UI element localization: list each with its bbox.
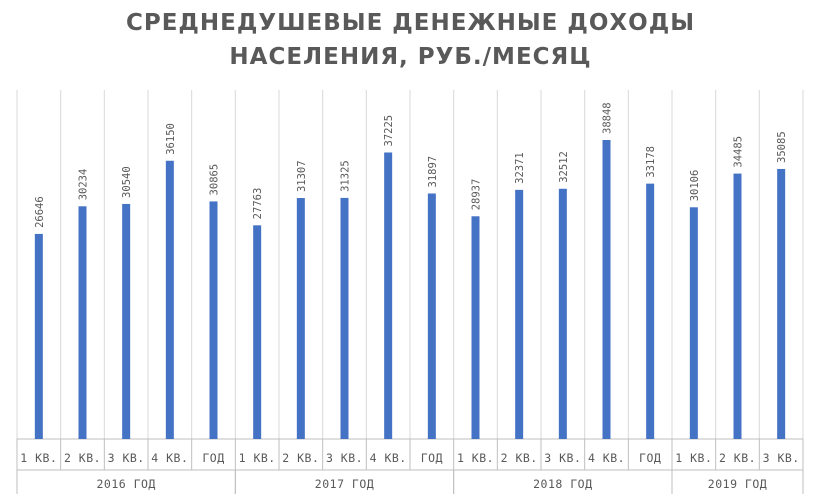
data-label: 32512 <box>558 151 570 183</box>
group-label: 2016 ГОД <box>96 477 155 491</box>
category-label: 1 КВ. <box>239 451 276 465</box>
data-label: 33178 <box>645 146 657 178</box>
data-label: 35085 <box>776 131 788 163</box>
category-label: ГОД <box>421 451 443 465</box>
category-label: 3 КВ. <box>326 451 363 465</box>
data-label: 37225 <box>383 115 395 147</box>
category-label: 4 КВ. <box>370 451 407 465</box>
chart-title-line-2: НАСЕЛЕНИЯ, РУБ./МЕСЯЦ <box>229 44 592 70</box>
bar <box>733 173 742 439</box>
data-label: 31897 <box>427 156 439 188</box>
bar <box>427 193 436 439</box>
bar <box>689 207 698 439</box>
data-label: 26646 <box>34 196 46 228</box>
category-label: 2 КВ. <box>282 451 319 465</box>
category-label: 2 КВ. <box>64 451 101 465</box>
category-label: 4 КВ. <box>588 451 625 465</box>
chart-title-line-1: СРЕДНЕДУШЕВЫЕ ДЕНЕЖНЫЕ ДОХОДЫ <box>125 10 696 36</box>
bar <box>209 201 218 439</box>
bar <box>602 140 611 439</box>
bar <box>78 206 87 439</box>
category-label: 4 КВ. <box>151 451 188 465</box>
category-label: 1 КВ. <box>20 451 57 465</box>
bar <box>777 168 786 440</box>
category-label: ГОД <box>202 451 224 465</box>
bar <box>296 198 305 439</box>
category-label: 3 КВ. <box>108 451 145 465</box>
data-label: 36150 <box>165 123 177 155</box>
bar <box>165 160 174 439</box>
data-label: 28937 <box>471 179 483 211</box>
bar <box>340 197 349 439</box>
group-label: 2019 ГОД <box>708 477 767 491</box>
data-label: 38848 <box>602 102 614 134</box>
category-label: 2 КВ. <box>501 451 538 465</box>
bar <box>558 188 567 439</box>
bar <box>122 203 131 439</box>
category-label: ГОД <box>639 451 661 465</box>
bar <box>471 216 480 439</box>
category-label: 2 КВ. <box>719 451 756 465</box>
bar <box>34 233 43 439</box>
bar <box>253 225 262 439</box>
bar <box>646 183 655 439</box>
data-label: 30234 <box>78 169 90 201</box>
bar <box>515 189 524 439</box>
category-label: 1 КВ. <box>457 451 494 465</box>
data-label: 30865 <box>209 164 221 196</box>
data-label: 27763 <box>252 188 264 220</box>
group-label: 2018 ГОД <box>533 477 592 491</box>
data-label: 30540 <box>121 166 133 198</box>
data-label: 32371 <box>514 152 526 184</box>
data-label: 34485 <box>733 136 745 168</box>
data-label: 30106 <box>689 170 701 202</box>
data-label: 31307 <box>296 160 308 192</box>
category-label: 3 КВ. <box>544 451 581 465</box>
data-label: 31325 <box>340 160 352 192</box>
category-label: 3 КВ. <box>763 451 800 465</box>
bar <box>384 152 393 439</box>
group-label: 2017 ГОД <box>315 477 374 491</box>
category-label: 1 КВ. <box>675 451 712 465</box>
